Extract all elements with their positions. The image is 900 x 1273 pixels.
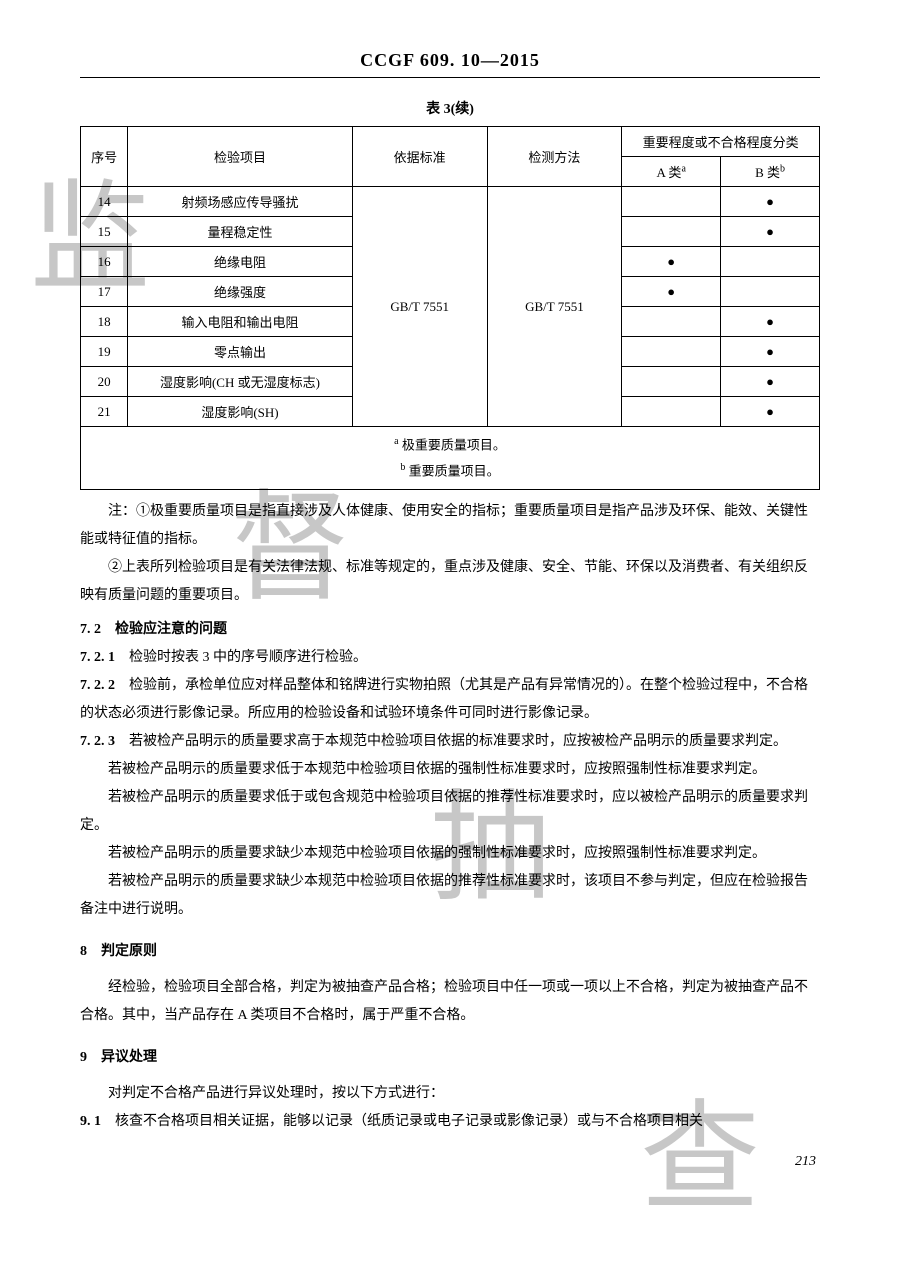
cell-a: [622, 307, 721, 337]
cell-seq: 14: [81, 187, 128, 217]
cell-seq: 15: [81, 217, 128, 247]
cell-item: 湿度影响(SH): [128, 397, 353, 427]
th-importance: 重要程度或不合格程度分类: [622, 127, 820, 157]
cell-item: 绝缘电阻: [128, 247, 353, 277]
section-9-1: 9. 1 核查不合格项目相关证据，能够以记录（纸质记录或电子记录或影像记录）或与…: [80, 1108, 820, 1136]
body-paragraph: 若被检产品明示的质量要求低于或包含规范中检验项目依据的推荐性标准要求时，应以被检…: [80, 784, 820, 840]
th-seq: 序号: [81, 127, 128, 187]
cell-a: [622, 367, 721, 397]
cell-method-merged: GB/T 7551: [487, 187, 622, 427]
table-footnote-row: a 极重要质量项目。 b 重要质量项目。: [81, 427, 820, 490]
cell-seq: 16: [81, 247, 128, 277]
cell-item: 零点输出: [128, 337, 353, 367]
th-class-b: B 类b: [721, 157, 820, 187]
section-7-2-2: 7. 2. 2 检验前，承检单位应对样品整体和铭牌进行实物拍照（尤其是产品有异常…: [80, 672, 820, 728]
inspection-table: 序号 检验项目 依据标准 检测方法 重要程度或不合格程度分类 A 类a B 类b…: [80, 126, 820, 490]
section-8-text: 经检验，检验项目全部合格，判定为被抽查产品合格；检验项目中任一项或一项以上不合格…: [80, 974, 820, 1030]
table-caption: 表 3(续): [80, 98, 820, 118]
note-paragraph: 注：①极重要质量项目是指直接涉及人体健康、使用安全的指标；重要质量项目是指产品涉…: [80, 498, 820, 554]
section-9-intro: 对判定不合格产品进行异议处理时，按以下方式进行：: [80, 1080, 820, 1108]
cell-item: 湿度影响(CH 或无湿度标志): [128, 367, 353, 397]
cell-b: ●: [721, 337, 820, 367]
body-paragraph: 若被检产品明示的质量要求低于本规范中检验项目依据的强制性标准要求时，应按照强制性…: [80, 756, 820, 784]
footnote-a: a 极重要质量项目。: [87, 432, 813, 458]
cell-a: [622, 397, 721, 427]
document-code: CCGF 609. 10—2015: [80, 50, 820, 71]
cell-a: ●: [622, 247, 721, 277]
cell-a: ●: [622, 277, 721, 307]
cell-a: [622, 187, 721, 217]
cell-b: [721, 277, 820, 307]
body-paragraph: 若被检产品明示的质量要求缺少本规范中检验项目依据的强制性标准要求时，应按照强制性…: [80, 840, 820, 868]
cell-a: [622, 217, 721, 247]
cell-b: ●: [721, 307, 820, 337]
cell-b: ●: [721, 187, 820, 217]
cell-seq: 20: [81, 367, 128, 397]
cell-item: 量程稳定性: [128, 217, 353, 247]
section-9-head: 9 异议处理: [80, 1044, 820, 1072]
section-7-2-3: 7. 2. 3 若被检产品明示的质量要求高于本规范中检验项目依据的标准要求时，应…: [80, 728, 820, 756]
cell-b: ●: [721, 217, 820, 247]
cell-a: [622, 337, 721, 367]
document-body: 注：①极重要质量项目是指直接涉及人体健康、使用安全的指标；重要质量项目是指产品涉…: [80, 498, 820, 1136]
cell-item: 输入电阻和输出电阻: [128, 307, 353, 337]
section-7-2-head: 7. 2 检验应注意的问题: [80, 616, 820, 644]
body-paragraph: 若被检产品明示的质量要求缺少本规范中检验项目依据的推荐性标准要求时，该项目不参与…: [80, 868, 820, 924]
cell-b: ●: [721, 367, 820, 397]
cell-b: ●: [721, 397, 820, 427]
cell-seq: 21: [81, 397, 128, 427]
cell-seq: 17: [81, 277, 128, 307]
cell-b: [721, 247, 820, 277]
th-item: 检验项目: [128, 127, 353, 187]
page-number: 213: [80, 1154, 820, 1170]
table-row: 14 射频场感应传导骚扰 GB/T 7551 GB/T 7551 ●: [81, 187, 820, 217]
th-class-a: A 类a: [622, 157, 721, 187]
cell-seq: 19: [81, 337, 128, 367]
section-8-head: 8 判定原则: [80, 938, 820, 966]
cell-standard-merged: GB/T 7551: [352, 187, 487, 427]
header-rule: [80, 77, 820, 78]
th-method: 检测方法: [487, 127, 622, 187]
section-7-2-1: 7. 2. 1 检验时按表 3 中的序号顺序进行检验。: [80, 644, 820, 672]
cell-item: 绝缘强度: [128, 277, 353, 307]
th-standard: 依据标准: [352, 127, 487, 187]
note-paragraph: ②上表所列检验项目是有关法律法规、标准等规定的，重点涉及健康、安全、节能、环保以…: [80, 554, 820, 610]
cell-item: 射频场感应传导骚扰: [128, 187, 353, 217]
cell-seq: 18: [81, 307, 128, 337]
footnote-b: b 重要质量项目。: [87, 458, 813, 484]
